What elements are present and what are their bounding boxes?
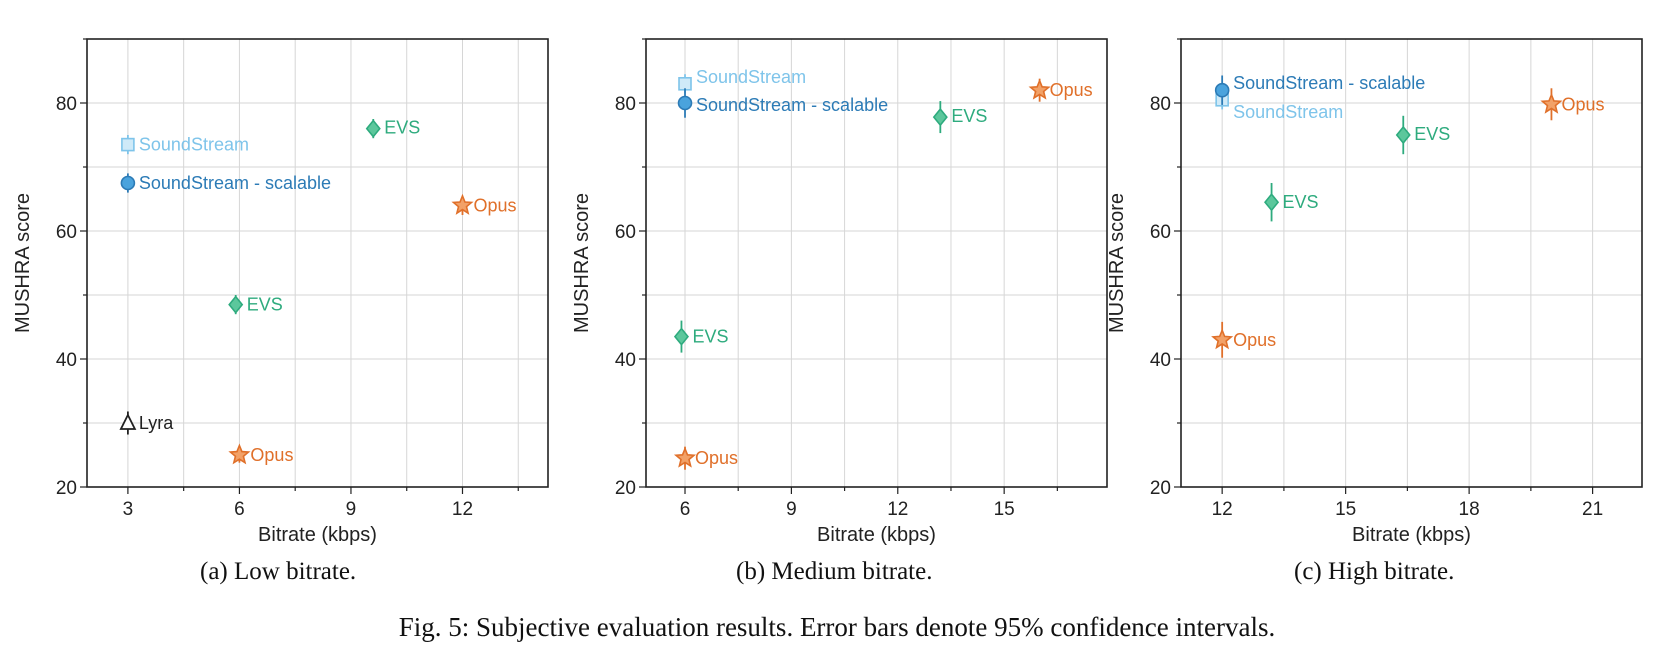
data-point: Opus bbox=[1028, 78, 1093, 102]
y-tick-label: 40 bbox=[615, 350, 636, 371]
data-point: Opus bbox=[1540, 88, 1604, 121]
data-point: SoundStream - scalable bbox=[677, 88, 888, 118]
data-point: EVS bbox=[365, 118, 420, 139]
chart-panel-c: 12 15 18 21 20 40 60 80 Bitrate (kbps) MUSHRA sco… bbox=[1106, 38, 1643, 546]
marker-diamond bbox=[228, 295, 244, 314]
point-label: SoundStream bbox=[1233, 102, 1343, 122]
marker-diamond bbox=[1395, 125, 1411, 145]
chart-panel-a: 3 6 9 12 20 40 60 80 Bitrate (kbps) MUSHRA score S… bbox=[12, 38, 549, 546]
y-tick-label: 40 bbox=[56, 350, 77, 371]
x-tick-label: 9 bbox=[346, 499, 357, 520]
x-axis-label: Bitrate (kbps) bbox=[1352, 524, 1471, 546]
y-tick-label: 20 bbox=[615, 478, 636, 499]
point-label: SoundStream - scalable bbox=[1233, 73, 1425, 93]
marker-diamond bbox=[1264, 192, 1280, 212]
y-tick-label: 60 bbox=[1150, 222, 1171, 243]
x-tick-label: 15 bbox=[1335, 499, 1356, 520]
plot-frame bbox=[1180, 38, 1643, 488]
data-point: EVS bbox=[228, 295, 283, 315]
point-label: EVS bbox=[1283, 192, 1319, 212]
point-label: SoundStream bbox=[139, 135, 249, 155]
point-label: Opus bbox=[695, 448, 738, 468]
plot-frame bbox=[86, 38, 549, 488]
data-point: Lyra bbox=[119, 411, 174, 435]
marker-star bbox=[451, 193, 474, 215]
y-tick-label: 60 bbox=[56, 222, 77, 243]
y-tick-label: 80 bbox=[56, 94, 77, 115]
x-tick-label: 6 bbox=[680, 499, 691, 520]
data-point: Opus bbox=[673, 446, 738, 470]
point-label: Opus bbox=[250, 445, 293, 465]
x-tick-label: 21 bbox=[1582, 499, 1603, 520]
subcaption-b: (b) Medium bitrate. bbox=[736, 558, 933, 585]
point-label: Opus bbox=[1561, 94, 1604, 114]
grid bbox=[87, 38, 548, 488]
marker-circle bbox=[1214, 82, 1230, 98]
data-point: SoundStream bbox=[678, 67, 806, 94]
marker-star bbox=[673, 446, 697, 468]
x-tick-label: 12 bbox=[452, 499, 473, 520]
x-tick-label: 6 bbox=[234, 499, 245, 520]
y-tick-label: 20 bbox=[56, 478, 77, 499]
figure-caption: Fig. 5: Subjective evaluation results. E… bbox=[398, 612, 1276, 642]
plot-frame bbox=[645, 38, 1108, 488]
marker-diamond bbox=[932, 107, 948, 127]
point-label: Opus bbox=[473, 195, 516, 215]
marker-star bbox=[228, 443, 251, 465]
data-point: SoundStream bbox=[1215, 90, 1343, 122]
x-tick-label: 12 bbox=[1212, 499, 1233, 520]
data-point: EVS bbox=[1264, 183, 1319, 222]
data-point: Opus bbox=[228, 443, 293, 465]
point-label: EVS bbox=[1414, 124, 1450, 144]
y-axis-label: MUSHRA score bbox=[1106, 193, 1128, 333]
x-tick-label: 15 bbox=[994, 499, 1015, 520]
x-tick-label: 12 bbox=[887, 499, 908, 520]
marker-circle bbox=[677, 95, 693, 111]
x-tick-label: 9 bbox=[786, 499, 797, 520]
y-axis-label: MUSHRA score bbox=[571, 193, 593, 333]
chart-panel-b: 6 9 12 15 20 40 60 80 Bitrate (kbps) MUSHRA score… bbox=[571, 38, 1108, 546]
point-label: EVS bbox=[247, 295, 283, 315]
y-tick-label: 60 bbox=[615, 222, 636, 243]
data-point: SoundStream - scalable bbox=[120, 173, 331, 193]
y-axis-label: MUSHRA score bbox=[12, 193, 34, 333]
marker-star bbox=[1540, 92, 1563, 114]
x-tick-label: 3 bbox=[123, 499, 134, 520]
subcaption-a: (a) Low bitrate. bbox=[200, 558, 357, 585]
y-tick-label: 40 bbox=[1150, 350, 1171, 371]
data-point: Opus bbox=[1211, 321, 1276, 358]
subcaption-c: (c) High bitrate. bbox=[1294, 558, 1455, 585]
marker-square bbox=[678, 77, 692, 91]
point-label: Lyra bbox=[139, 413, 174, 433]
point-label: SoundStream bbox=[696, 67, 806, 87]
point-label: EVS bbox=[692, 327, 728, 347]
marker-triangle bbox=[119, 412, 137, 430]
marker-star bbox=[1211, 328, 1234, 350]
point-label: SoundStream - scalable bbox=[139, 173, 331, 193]
data-point: SoundStream - scalable bbox=[1214, 73, 1425, 105]
marker-star bbox=[1028, 78, 1051, 100]
data-point: EVS bbox=[673, 320, 728, 353]
point-label: Opus bbox=[1050, 80, 1093, 100]
x-axis-label: Bitrate (kbps) bbox=[258, 524, 377, 546]
marker-circle bbox=[120, 175, 136, 191]
data-point: EVS bbox=[1395, 115, 1450, 155]
point-label: Opus bbox=[1233, 330, 1276, 350]
y-tick-label: 20 bbox=[1150, 478, 1171, 499]
y-tick-label: 80 bbox=[615, 94, 636, 115]
data-point: EVS bbox=[932, 101, 987, 134]
data-point: SoundStream bbox=[121, 135, 249, 155]
point-label: EVS bbox=[384, 118, 420, 138]
x-axis-label: Bitrate (kbps) bbox=[817, 524, 936, 546]
point-label: SoundStream - scalable bbox=[696, 95, 888, 115]
data-point: Opus bbox=[451, 193, 517, 215]
marker-square bbox=[121, 137, 135, 152]
x-tick-label: 18 bbox=[1459, 499, 1480, 520]
marker-diamond bbox=[673, 327, 689, 346]
y-tick-label: 80 bbox=[1150, 94, 1171, 115]
marker-diamond bbox=[365, 119, 381, 138]
point-label: EVS bbox=[951, 106, 987, 126]
